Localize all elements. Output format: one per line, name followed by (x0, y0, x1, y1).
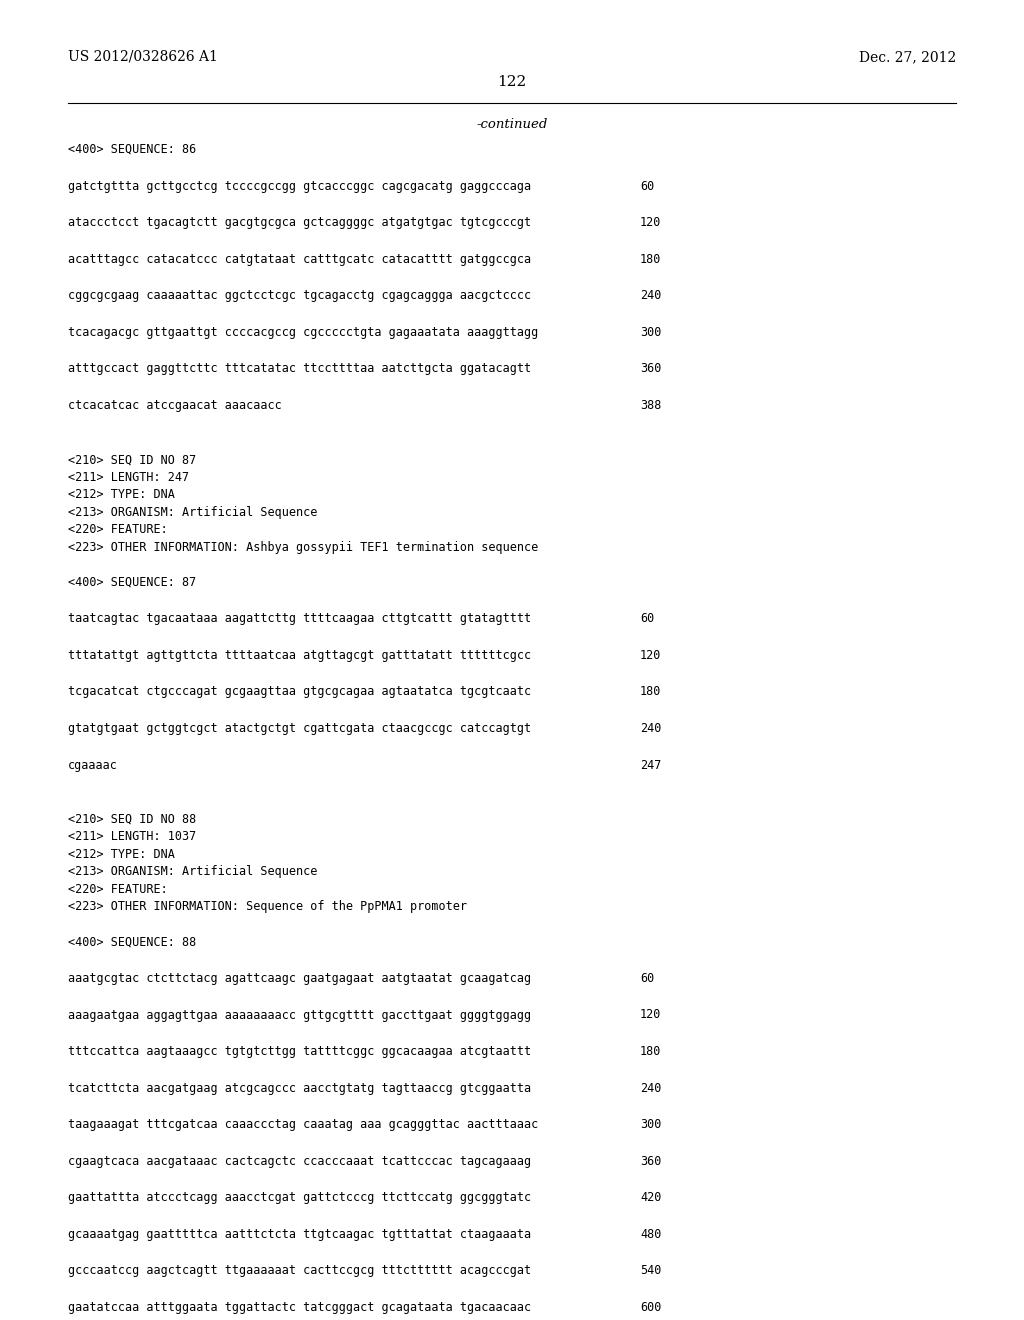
Text: gatctgttta gcttgcctcg tccccgccgg gtcacccggc cagcgacatg gaggcccaga: gatctgttta gcttgcctcg tccccgccgg gtcaccc… (68, 180, 531, 193)
Text: cggcgcgaag caaaaattac ggctcctcgc tgcagacctg cgagcaggga aacgctcccc: cggcgcgaag caaaaattac ggctcctcgc tgcagac… (68, 289, 531, 302)
Text: tcatcttcta aacgatgaag atcgcagccc aacctgtatg tagttaaccg gtcggaatta: tcatcttcta aacgatgaag atcgcagccc aacctgt… (68, 1081, 531, 1094)
Text: <400> SEQUENCE: 87: <400> SEQUENCE: 87 (68, 576, 197, 589)
Text: 480: 480 (640, 1228, 662, 1241)
Text: <220> FEATURE:: <220> FEATURE: (68, 523, 168, 536)
Text: <212> TYPE: DNA: <212> TYPE: DNA (68, 847, 175, 861)
Text: 540: 540 (640, 1265, 662, 1278)
Text: -continued: -continued (476, 117, 548, 131)
Text: taagaaagat tttcgatcaa caaaccctag caaatag aaa gcagggttac aactttaaac: taagaaagat tttcgatcaa caaaccctag caaatag… (68, 1118, 539, 1131)
Text: <213> ORGANISM: Artificial Sequence: <213> ORGANISM: Artificial Sequence (68, 865, 317, 878)
Text: gaattattta atccctcagg aaacctcgat gattctcccg ttcttccatg ggcgggtatc: gaattattta atccctcagg aaacctcgat gattctc… (68, 1192, 531, 1204)
Text: <211> LENGTH: 1037: <211> LENGTH: 1037 (68, 830, 197, 843)
Text: <223> OTHER INFORMATION: Ashbya gossypii TEF1 termination sequence: <223> OTHER INFORMATION: Ashbya gossypii… (68, 540, 539, 553)
Text: 240: 240 (640, 1081, 662, 1094)
Text: tttatattgt agttgttcta ttttaatcaa atgttagcgt gatttatatt ttttttcgcc: tttatattgt agttgttcta ttttaatcaa atgttag… (68, 649, 531, 661)
Text: US 2012/0328626 A1: US 2012/0328626 A1 (68, 50, 218, 63)
Text: 360: 360 (640, 363, 662, 375)
Text: <211> LENGTH: 247: <211> LENGTH: 247 (68, 471, 189, 483)
Text: <223> OTHER INFORMATION: Sequence of the PpPMA1 promoter: <223> OTHER INFORMATION: Sequence of the… (68, 900, 467, 913)
Text: 240: 240 (640, 722, 662, 735)
Text: ctcacatcac atccgaacat aaacaacc: ctcacatcac atccgaacat aaacaacc (68, 399, 282, 412)
Text: ataccctcct tgacagtctt gacgtgcgca gctcaggggc atgatgtgac tgtcgcccgt: ataccctcct tgacagtctt gacgtgcgca gctcagg… (68, 216, 531, 230)
Text: cgaaaac: cgaaaac (68, 759, 118, 772)
Text: atttgccact gaggttcttc tttcatatac ttccttttaa aatcttgcta ggatacagtt: atttgccact gaggttcttc tttcatatac ttccttt… (68, 363, 531, 375)
Text: 120: 120 (640, 216, 662, 230)
Text: tttccattca aagtaaagcc tgtgtcttgg tattttcggc ggcacaagaa atcgtaattt: tttccattca aagtaaagcc tgtgtcttgg tattttc… (68, 1045, 531, 1059)
Text: tcacagacgc gttgaattgt ccccacgccg cgccccctgta gagaaatata aaaggttagg: tcacagacgc gttgaattgt ccccacgccg cgccccc… (68, 326, 539, 339)
Text: <400> SEQUENCE: 88: <400> SEQUENCE: 88 (68, 936, 197, 948)
Text: <400> SEQUENCE: 86: <400> SEQUENCE: 86 (68, 143, 197, 156)
Text: tcgacatcat ctgcccagat gcgaagttaa gtgcgcagaa agtaatatca tgcgtcaatc: tcgacatcat ctgcccagat gcgaagttaa gtgcgca… (68, 685, 531, 698)
Text: gaatatccaa atttggaata tggattactc tatcgggact gcagataata tgacaacaac: gaatatccaa atttggaata tggattactc tatcggg… (68, 1302, 531, 1313)
Text: 120: 120 (640, 649, 662, 661)
Text: <210> SEQ ID NO 87: <210> SEQ ID NO 87 (68, 453, 197, 466)
Text: 122: 122 (498, 75, 526, 88)
Text: 60: 60 (640, 612, 654, 626)
Text: 60: 60 (640, 180, 654, 193)
Text: <220> FEATURE:: <220> FEATURE: (68, 883, 168, 896)
Text: <213> ORGANISM: Artificial Sequence: <213> ORGANISM: Artificial Sequence (68, 506, 317, 519)
Text: gcaaaatgag gaatttttca aatttctcta ttgtcaagac tgtttattat ctaagaaata: gcaaaatgag gaatttttca aatttctcta ttgtcaa… (68, 1228, 531, 1241)
Text: gcccaatccg aagctcagtt ttgaaaaaat cacttccgcg tttctttttt acagcccgat: gcccaatccg aagctcagtt ttgaaaaaat cacttcc… (68, 1265, 531, 1278)
Text: 300: 300 (640, 1118, 662, 1131)
Text: 300: 300 (640, 326, 662, 339)
Text: acatttagcc catacatccc catgtataat catttgcatc catacatttt gatggccgca: acatttagcc catacatccc catgtataat catttgc… (68, 252, 531, 265)
Text: Dec. 27, 2012: Dec. 27, 2012 (859, 50, 956, 63)
Text: <210> SEQ ID NO 88: <210> SEQ ID NO 88 (68, 813, 197, 826)
Text: 180: 180 (640, 252, 662, 265)
Text: <212> TYPE: DNA: <212> TYPE: DNA (68, 488, 175, 502)
Text: cgaagtcaca aacgataaac cactcagctc ccacccaaat tcattcccac tagcagaaag: cgaagtcaca aacgataaac cactcagctc ccaccca… (68, 1155, 531, 1168)
Text: 180: 180 (640, 1045, 662, 1059)
Text: 360: 360 (640, 1155, 662, 1168)
Text: 247: 247 (640, 759, 662, 772)
Text: 60: 60 (640, 972, 654, 985)
Text: 180: 180 (640, 685, 662, 698)
Text: 240: 240 (640, 289, 662, 302)
Text: 120: 120 (640, 1008, 662, 1022)
Text: gtatgtgaat gctggtcgct atactgctgt cgattcgata ctaacgccgc catccagtgt: gtatgtgaat gctggtcgct atactgctgt cgattcg… (68, 722, 531, 735)
Text: aaatgcgtac ctcttctacg agattcaagc gaatgagaat aatgtaatat gcaagatcag: aaatgcgtac ctcttctacg agattcaagc gaatgag… (68, 972, 531, 985)
Text: 388: 388 (640, 399, 662, 412)
Text: aaagaatgaa aggagttgaa aaaaaaaacc gttgcgtttt gaccttgaat ggggtggagg: aaagaatgaa aggagttgaa aaaaaaaacc gttgcgt… (68, 1008, 531, 1022)
Text: taatcagtac tgacaataaa aagattcttg ttttcaagaa cttgtcattt gtatagtttt: taatcagtac tgacaataaa aagattcttg ttttcaa… (68, 612, 531, 626)
Text: 600: 600 (640, 1302, 662, 1313)
Text: 420: 420 (640, 1192, 662, 1204)
